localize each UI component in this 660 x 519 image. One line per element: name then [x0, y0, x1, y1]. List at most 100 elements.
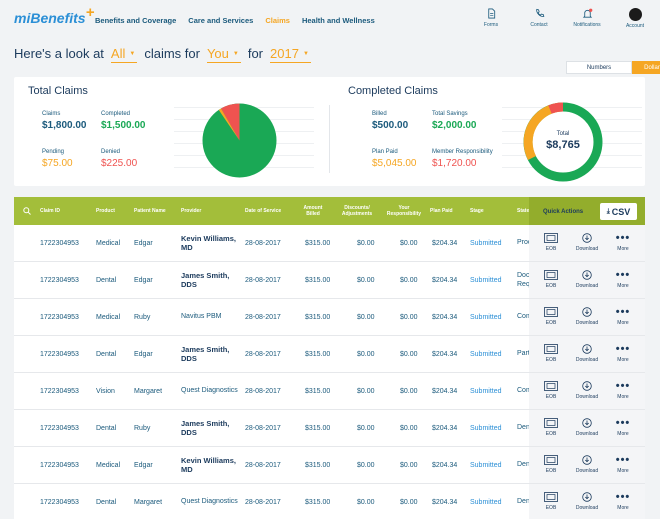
col-plan-paid[interactable]: Plan Paid	[430, 207, 453, 214]
cell-claim-id: 1722304953	[40, 239, 79, 247]
eob-button[interactable]: EOB	[536, 381, 566, 400]
download-icon	[580, 418, 594, 428]
eob-icon	[544, 418, 558, 428]
nav-link-care[interactable]: Care and Services	[188, 16, 254, 25]
search-icon[interactable]	[23, 207, 31, 215]
table-row[interactable]: 1722304953 Dental Edgar James Smith, DDS 28-…	[14, 262, 645, 299]
cell-patient: Edgar	[134, 461, 153, 469]
cell-plan-paid: $204.34	[432, 313, 458, 321]
nav-link-claims[interactable]: Claims	[265, 16, 290, 25]
download-button[interactable]: Download	[572, 418, 602, 437]
total-claims-title: Total Claims	[28, 85, 88, 97]
more-button[interactable]: ••• More	[615, 306, 631, 327]
logo[interactable]: miBenefits +	[14, 4, 95, 26]
cell-responsibility: $0.00	[400, 387, 418, 395]
account-link[interactable]: Account	[622, 8, 648, 29]
cell-stage[interactable]: Submitted	[470, 387, 502, 395]
denied-stat: Denied $225.00	[101, 149, 138, 169]
quick-actions-cell: EOB Download ••• More	[529, 299, 645, 335]
nav-link-wellness[interactable]: Health and Wellness	[301, 16, 375, 25]
download-button[interactable]: Download	[572, 344, 602, 363]
col-provider[interactable]: Provider	[181, 207, 202, 214]
phone-icon	[535, 8, 544, 17]
dollars-toggle[interactable]: Dollars	[632, 61, 660, 74]
download-icon	[580, 455, 594, 465]
numbers-toggle[interactable]: Numbers	[566, 61, 632, 74]
col-state[interactable]: State	[517, 207, 530, 214]
col-date-of-service[interactable]: Date of Service	[245, 207, 282, 214]
download-icon	[580, 381, 594, 391]
eob-button[interactable]: EOB	[536, 418, 566, 437]
quick-actions-cell: EOB Download ••• More	[529, 447, 645, 483]
download-button[interactable]: Download	[572, 381, 602, 400]
col-product[interactable]: Product	[96, 207, 115, 214]
table-row[interactable]: 1722304953 Dental Ruby James Smith, DDS 28-0…	[14, 410, 645, 447]
pie-slice-denied	[221, 103, 240, 141]
col-amount-billed[interactable]: Amount Billed	[303, 204, 323, 218]
table-row[interactable]: 1722304953 Dental Edgar James Smith, DDS 28-…	[14, 336, 645, 373]
cell-date: 28-08-2017	[245, 461, 281, 469]
nav-icons: Forms Contact Notifications Account	[478, 8, 648, 29]
contact-link[interactable]: Contact	[526, 8, 552, 29]
eob-button[interactable]: EOB	[536, 307, 566, 326]
table-row[interactable]: 1722304953 Medical Ruby Navitus PBM 28-08-20…	[14, 299, 645, 336]
cell-state: Den	[517, 461, 530, 469]
cell-stage[interactable]: Submitted	[470, 350, 502, 358]
col-stage[interactable]: Stage	[470, 207, 484, 214]
cell-stage[interactable]: Submitted	[470, 424, 502, 432]
person-dropdown[interactable]: You ▼	[206, 46, 241, 63]
cell-amount-billed: $315.00	[305, 276, 331, 284]
more-button[interactable]: ••• More	[615, 232, 631, 253]
more-button[interactable]: ••• More	[615, 454, 631, 475]
cell-date: 28-08-2017	[245, 313, 281, 321]
csv-export-button[interactable]: ⤓ CSV	[600, 203, 637, 220]
col-claim-id[interactable]: Claim ID	[40, 207, 61, 214]
eob-button[interactable]: EOB	[536, 344, 566, 363]
caret-down-icon: ▼	[232, 50, 239, 57]
download-button[interactable]: Download	[572, 307, 602, 326]
avatar	[628, 8, 642, 21]
cell-stage[interactable]: Submitted	[470, 313, 502, 321]
plan-paid-stat: Plan Paid $5,045.00	[372, 149, 417, 169]
notifications-link[interactable]: Notifications	[573, 8, 601, 29]
eob-button[interactable]: EOB	[536, 270, 566, 289]
table-row[interactable]: 1722304953 Vision Margaret Quest Diagnostic…	[14, 373, 645, 410]
eob-icon	[544, 344, 558, 354]
eob-button[interactable]: EOB	[536, 492, 566, 511]
top-nav: miBenefits + Benefits and Coverage Care a…	[0, 0, 660, 40]
more-button[interactable]: ••• More	[615, 491, 631, 512]
download-icon	[580, 270, 594, 280]
cell-stage[interactable]: Submitted	[470, 498, 502, 506]
table-row[interactable]: 1722304953 Dental Margaret Quest Diagnostic…	[14, 484, 645, 519]
table-row[interactable]: 1722304953 Medical Edgar Kevin Williams, MD…	[14, 225, 645, 262]
scope-dropdown[interactable]: All ▼	[110, 46, 138, 63]
cell-stage[interactable]: Submitted	[470, 461, 502, 469]
table-row[interactable]: 1722304953 Medical Edgar Kevin Williams, MD…	[14, 447, 645, 484]
download-button[interactable]: Download	[572, 492, 602, 511]
col-patient-name[interactable]: Patient Name	[134, 207, 166, 214]
more-button[interactable]: ••• More	[615, 417, 631, 438]
nav-link-benefits[interactable]: Benefits and Coverage	[95, 16, 177, 25]
more-button[interactable]: ••• More	[615, 269, 631, 290]
cell-amount-billed: $315.00	[305, 387, 331, 395]
download-button[interactable]: Download	[572, 455, 602, 474]
cell-state: Docu Requ	[517, 271, 531, 288]
more-button[interactable]: ••• More	[615, 343, 631, 364]
cell-discounts: $0.00	[357, 461, 375, 469]
cell-stage[interactable]: Submitted	[470, 239, 502, 247]
cell-state: Proc	[517, 239, 531, 247]
col-your-responsibility[interactable]: Your Responsibility	[386, 204, 422, 218]
more-button[interactable]: ••• More	[615, 380, 631, 401]
forms-link[interactable]: Forms	[478, 8, 504, 29]
year-dropdown[interactable]: 2017 ▼	[270, 46, 311, 63]
cell-claim-id: 1722304953	[40, 498, 79, 506]
col-discounts[interactable]: Discounts/ Adjustments	[341, 204, 373, 218]
cell-stage[interactable]: Submitted	[470, 276, 502, 284]
document-icon	[487, 8, 495, 19]
download-button[interactable]: Download	[572, 233, 602, 252]
eob-button[interactable]: EOB	[536, 455, 566, 474]
eob-button[interactable]: EOB	[536, 233, 566, 252]
cell-amount-billed: $315.00	[305, 350, 331, 358]
cell-product: Medical	[96, 461, 121, 469]
download-button[interactable]: Download	[572, 270, 602, 289]
